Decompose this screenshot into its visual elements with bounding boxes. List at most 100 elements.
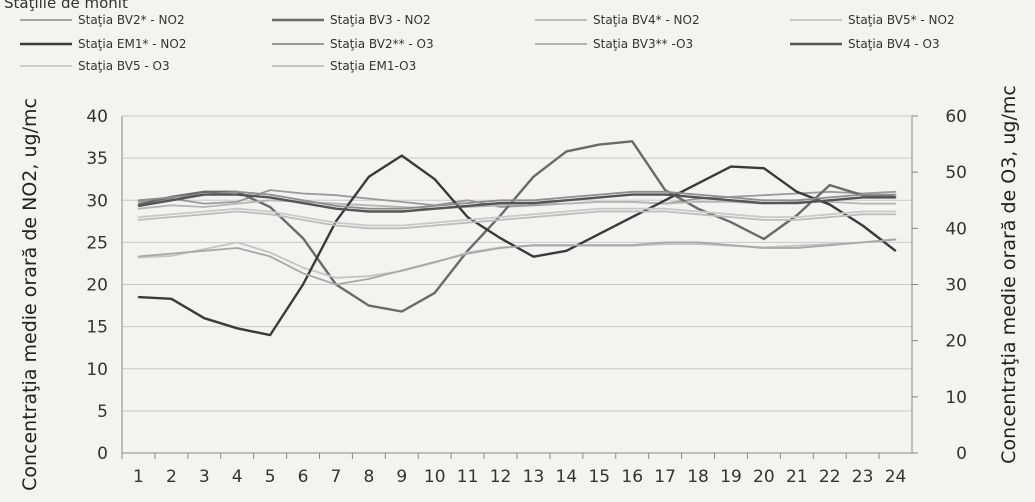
data-point bbox=[302, 216, 304, 218]
data-point bbox=[631, 207, 634, 210]
data-point bbox=[631, 201, 634, 203]
data-point bbox=[795, 247, 798, 249]
data-point bbox=[861, 241, 864, 244]
data-point bbox=[565, 202, 568, 205]
y-left-tick-label: 30 bbox=[86, 191, 108, 211]
data-point bbox=[697, 196, 699, 199]
x-tick-label: 16 bbox=[621, 467, 643, 487]
data-point bbox=[861, 202, 864, 205]
data-point bbox=[730, 165, 732, 168]
data-point bbox=[170, 196, 173, 199]
data-point bbox=[598, 196, 601, 199]
data-point bbox=[894, 250, 897, 252]
x-tick-label: 9 bbox=[396, 467, 407, 487]
x-tick-label: 1 bbox=[133, 467, 144, 487]
data-point bbox=[894, 202, 897, 205]
data-point bbox=[466, 205, 469, 207]
data-point bbox=[697, 243, 699, 245]
data-point bbox=[368, 175, 370, 178]
data-point bbox=[730, 196, 732, 199]
data-point bbox=[400, 310, 403, 313]
data-point bbox=[730, 216, 732, 218]
data-point bbox=[532, 204, 535, 207]
y-left-tick-label: 25 bbox=[86, 233, 108, 253]
data-point bbox=[236, 191, 239, 193]
data-point bbox=[400, 201, 403, 203]
series-line-5 bbox=[138, 190, 896, 210]
data-point bbox=[499, 199, 502, 202]
data-point bbox=[368, 227, 370, 230]
data-point bbox=[697, 182, 699, 185]
data-point bbox=[335, 276, 337, 279]
data-point bbox=[236, 207, 239, 210]
data-point bbox=[598, 244, 601, 246]
data-point bbox=[730, 213, 732, 216]
data-point bbox=[203, 202, 206, 205]
legend-label: Staţia BV5 - O3 bbox=[78, 59, 170, 73]
data-point bbox=[664, 207, 666, 210]
data-point bbox=[302, 219, 304, 221]
data-point bbox=[269, 196, 271, 199]
data-point bbox=[368, 278, 370, 280]
data-point bbox=[170, 199, 173, 202]
data-point bbox=[795, 214, 798, 217]
x-tick-label: 7 bbox=[331, 467, 342, 487]
series-line-7 bbox=[138, 193, 896, 213]
data-point bbox=[269, 189, 271, 191]
data-point bbox=[664, 191, 666, 193]
x-tick-label: 14 bbox=[556, 467, 578, 487]
data-point bbox=[894, 196, 897, 199]
data-point bbox=[631, 210, 634, 213]
data-point bbox=[730, 201, 732, 203]
data-point bbox=[499, 204, 502, 207]
y-right-tick-label: 20 bbox=[945, 332, 967, 352]
legend-label: Staţia BV4* - NO2 bbox=[593, 13, 700, 27]
data-point bbox=[763, 238, 765, 240]
data-point bbox=[269, 334, 271, 336]
x-tick-label: 24 bbox=[885, 467, 907, 487]
data-point bbox=[730, 221, 732, 223]
y-right-tick-label: 40 bbox=[945, 219, 967, 239]
legend-label: Staţia EM1* - NO2 bbox=[78, 37, 186, 51]
data-point bbox=[335, 207, 337, 210]
x-tick-label: 22 bbox=[819, 467, 841, 487]
data-point bbox=[598, 193, 601, 196]
data-point bbox=[697, 241, 699, 244]
x-tick-label: 5 bbox=[265, 467, 276, 487]
data-point bbox=[170, 252, 173, 255]
data-point bbox=[368, 224, 370, 227]
data-point bbox=[433, 261, 436, 263]
data-point bbox=[236, 241, 239, 244]
data-point bbox=[236, 202, 239, 205]
legend: Staţia BV2* - NO2 Staţia BV3 - NO2 Staţia … bbox=[20, 13, 955, 73]
data-point bbox=[795, 191, 798, 193]
data-point bbox=[400, 210, 403, 213]
series-line-0 bbox=[138, 189, 896, 208]
data-point bbox=[203, 248, 206, 250]
data-point bbox=[433, 224, 436, 227]
data-point bbox=[894, 193, 897, 196]
data-point bbox=[763, 167, 765, 170]
data-point bbox=[631, 193, 634, 196]
data-point bbox=[236, 247, 239, 249]
legend-label: Staţia BV5* - NO2 bbox=[848, 13, 955, 27]
data-point bbox=[203, 210, 206, 213]
x-tick-label: 4 bbox=[232, 467, 243, 487]
series-line-9 bbox=[138, 210, 896, 230]
legend-label: Staţia BV3** -O3 bbox=[593, 37, 693, 51]
data-point bbox=[861, 193, 864, 196]
data-point bbox=[269, 213, 271, 216]
data-point bbox=[598, 207, 601, 210]
data-point bbox=[335, 224, 337, 227]
data-point bbox=[400, 207, 403, 210]
data-point bbox=[598, 233, 601, 235]
y-left-tick-label: 20 bbox=[86, 276, 108, 296]
y-axis-right-title: Concentraţia medie orară de O3, ug/mc bbox=[998, 85, 1020, 464]
data-point bbox=[795, 219, 798, 221]
data-point bbox=[499, 202, 502, 204]
data-point bbox=[400, 269, 403, 272]
data-point bbox=[631, 216, 634, 218]
data-point bbox=[763, 247, 765, 249]
